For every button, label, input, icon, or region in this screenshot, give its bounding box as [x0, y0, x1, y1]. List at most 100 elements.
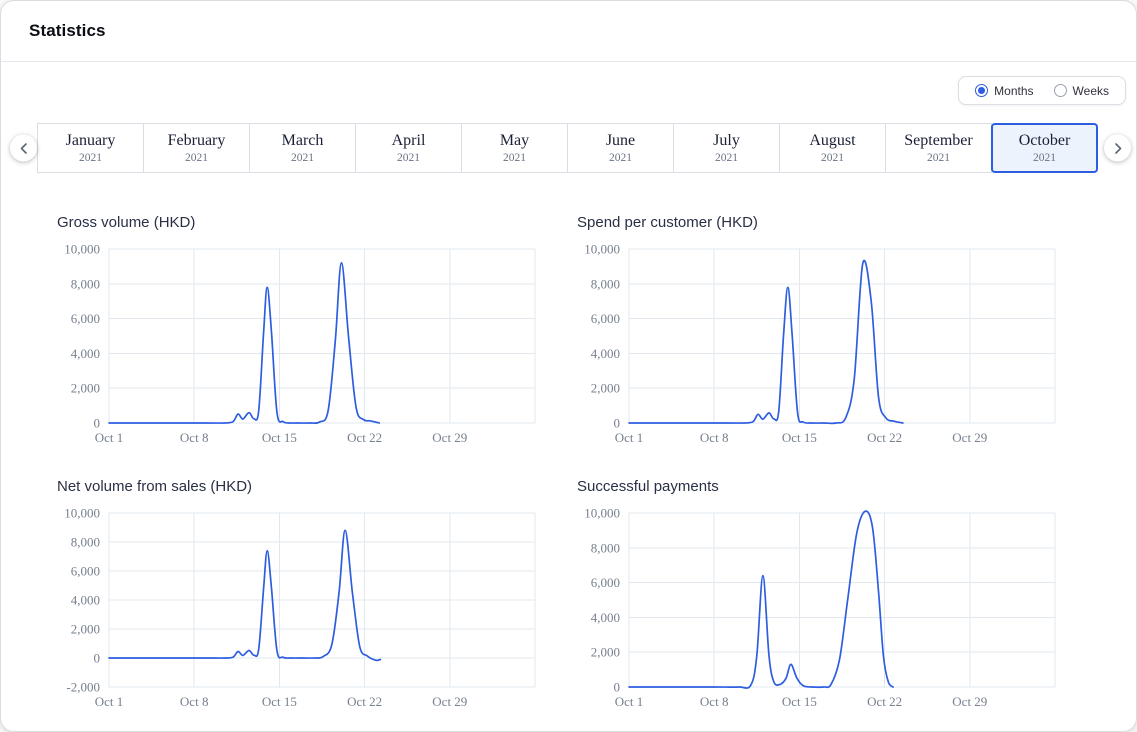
svg-text:Oct 15: Oct 15 — [782, 430, 817, 445]
svg-text:Oct 22: Oct 22 — [867, 694, 902, 709]
chevron-left-icon — [19, 142, 29, 154]
svg-text:0: 0 — [94, 651, 101, 666]
weeks-option-label: Weeks — [1073, 84, 1109, 98]
svg-text:8,000: 8,000 — [591, 276, 620, 291]
month-year: 2021 — [397, 152, 420, 164]
svg-text:10,000: 10,000 — [584, 506, 620, 521]
svg-text:Oct 22: Oct 22 — [347, 694, 382, 709]
month-label: July — [713, 132, 740, 150]
month-year: 2021 — [927, 152, 950, 164]
chart-title: Net volume from sales (HKD) — [57, 478, 545, 495]
svg-text:Oct 29: Oct 29 — [952, 694, 987, 709]
svg-text:2,000: 2,000 — [71, 622, 100, 637]
month-label: January — [66, 132, 116, 150]
svg-text:Oct 1: Oct 1 — [95, 694, 124, 709]
svg-text:6,000: 6,000 — [71, 311, 100, 326]
svg-text:4,000: 4,000 — [71, 346, 100, 361]
month-label: June — [606, 132, 635, 150]
chart-gross-volume: Gross volume (HKD) 0 2,000 4,000 6,000 8,000… — [45, 214, 545, 456]
svg-text:0: 0 — [614, 416, 621, 431]
chart-canvas: 0 2,000 4,000 6,000 8,000 10,000 Oct 1 Oct 8 Oct… — [45, 239, 545, 456]
month-item-february[interactable]: February 2021 — [143, 123, 250, 173]
svg-text:Oct 15: Oct 15 — [782, 694, 817, 709]
chart-title: Successful payments — [577, 478, 1065, 495]
svg-text:-2,000: -2,000 — [66, 680, 100, 695]
month-item-july[interactable]: July 2021 — [673, 123, 780, 173]
svg-text:Oct 15: Oct 15 — [262, 430, 297, 445]
month-label: August — [809, 132, 855, 150]
chart-spend-per-customer: Spend per customer (HKD) 0 2,000 4,000 6,00… — [565, 214, 1065, 456]
month-item-june[interactable]: June 2021 — [567, 123, 674, 173]
chart-net-volume: Net volume from sales (HKD) -2,000 0 2,000… — [45, 478, 545, 720]
svg-text:6,000: 6,000 — [591, 575, 620, 590]
month-year: 2021 — [821, 152, 844, 164]
next-month-button[interactable] — [1104, 135, 1131, 162]
svg-text:2,000: 2,000 — [591, 645, 620, 660]
month-year: 2021 — [503, 152, 526, 164]
charts-row-2: Net volume from sales (HKD) -2,000 0 2,000… — [45, 478, 1136, 720]
month-label: October — [1019, 132, 1071, 150]
toolbar: Months Weeks — [1, 62, 1136, 118]
svg-text:Oct 8: Oct 8 — [700, 694, 729, 709]
month-item-may[interactable]: May 2021 — [461, 123, 568, 173]
svg-text:Oct 1: Oct 1 — [615, 430, 644, 445]
svg-text:Oct 29: Oct 29 — [432, 430, 467, 445]
charts-row-1: Gross volume (HKD) 0 2,000 4,000 6,000 8,000… — [45, 214, 1136, 456]
month-item-august[interactable]: August 2021 — [779, 123, 886, 173]
chevron-right-icon — [1113, 142, 1123, 154]
month-label: September — [904, 132, 972, 150]
month-year: 2021 — [609, 152, 632, 164]
svg-text:Oct 22: Oct 22 — [347, 430, 382, 445]
month-year: 2021 — [1033, 152, 1056, 164]
months-option[interactable]: Months — [975, 84, 1033, 98]
svg-text:4,000: 4,000 — [591, 346, 620, 361]
page-title: Statistics — [29, 21, 106, 41]
svg-text:8,000: 8,000 — [591, 540, 620, 555]
month-item-april[interactable]: April 2021 — [355, 123, 462, 173]
svg-text:Oct 1: Oct 1 — [615, 694, 644, 709]
svg-text:4,000: 4,000 — [591, 610, 620, 625]
svg-text:Oct 8: Oct 8 — [700, 430, 729, 445]
svg-text:Oct 29: Oct 29 — [432, 694, 467, 709]
prev-month-button[interactable] — [10, 135, 37, 162]
page-header: Statistics — [1, 1, 1136, 62]
chart-canvas: 02,0004,0006,0008,00010,000Oct 1Oct 8Oct… — [565, 503, 1065, 720]
svg-text:4,000: 4,000 — [71, 593, 100, 608]
svg-text:2,000: 2,000 — [591, 381, 620, 396]
month-carousel: January 2021 February 2021 March 2021 Ap… — [1, 122, 1136, 174]
chart-successful-payments: Successful payments 02,0004,0006,0008,00… — [565, 478, 1065, 720]
svg-text:2,000: 2,000 — [71, 381, 100, 396]
chart-title: Gross volume (HKD) — [57, 214, 545, 231]
month-label: May — [500, 132, 529, 150]
svg-text:10,000: 10,000 — [64, 242, 100, 257]
svg-text:8,000: 8,000 — [71, 535, 100, 550]
svg-text:Oct 8: Oct 8 — [180, 694, 209, 709]
svg-text:10,000: 10,000 — [584, 242, 620, 257]
weeks-option[interactable]: Weeks — [1054, 84, 1109, 98]
chart-canvas: 0 2,000 4,000 6,000 8,000 10,000 Oct 1 Oct 8 Oct… — [565, 239, 1065, 456]
month-label: February — [168, 132, 226, 150]
svg-text:8,000: 8,000 — [71, 276, 100, 291]
svg-text:6,000: 6,000 — [71, 564, 100, 579]
radio-unselected-icon[interactable] — [1054, 84, 1067, 97]
month-label: April — [392, 132, 426, 150]
month-label: March — [282, 132, 324, 150]
month-year: 2021 — [79, 152, 102, 164]
chart-canvas: -2,000 0 2,000 4,000 6,000 8,000 10,000 Oct 1 Oc… — [45, 503, 545, 720]
month-item-january[interactable]: January 2021 — [37, 123, 144, 173]
svg-text:10,000: 10,000 — [64, 506, 100, 521]
svg-text:Oct 29: Oct 29 — [952, 430, 987, 445]
svg-text:Oct 1: Oct 1 — [95, 430, 124, 445]
radio-selected-icon[interactable] — [975, 84, 988, 97]
month-item-march[interactable]: March 2021 — [249, 123, 356, 173]
svg-text:Oct 15: Oct 15 — [262, 694, 297, 709]
month-item-september[interactable]: September 2021 — [885, 123, 992, 173]
chart-title: Spend per customer (HKD) — [577, 214, 1065, 231]
svg-text:Oct 22: Oct 22 — [867, 430, 902, 445]
svg-text:Oct 8: Oct 8 — [180, 430, 209, 445]
month-year: 2021 — [715, 152, 738, 164]
month-list: January 2021 February 2021 March 2021 Ap… — [37, 123, 1098, 173]
svg-text:6,000: 6,000 — [591, 311, 620, 326]
svg-text:0: 0 — [94, 416, 101, 431]
month-item-october[interactable]: October 2021 — [991, 123, 1098, 173]
